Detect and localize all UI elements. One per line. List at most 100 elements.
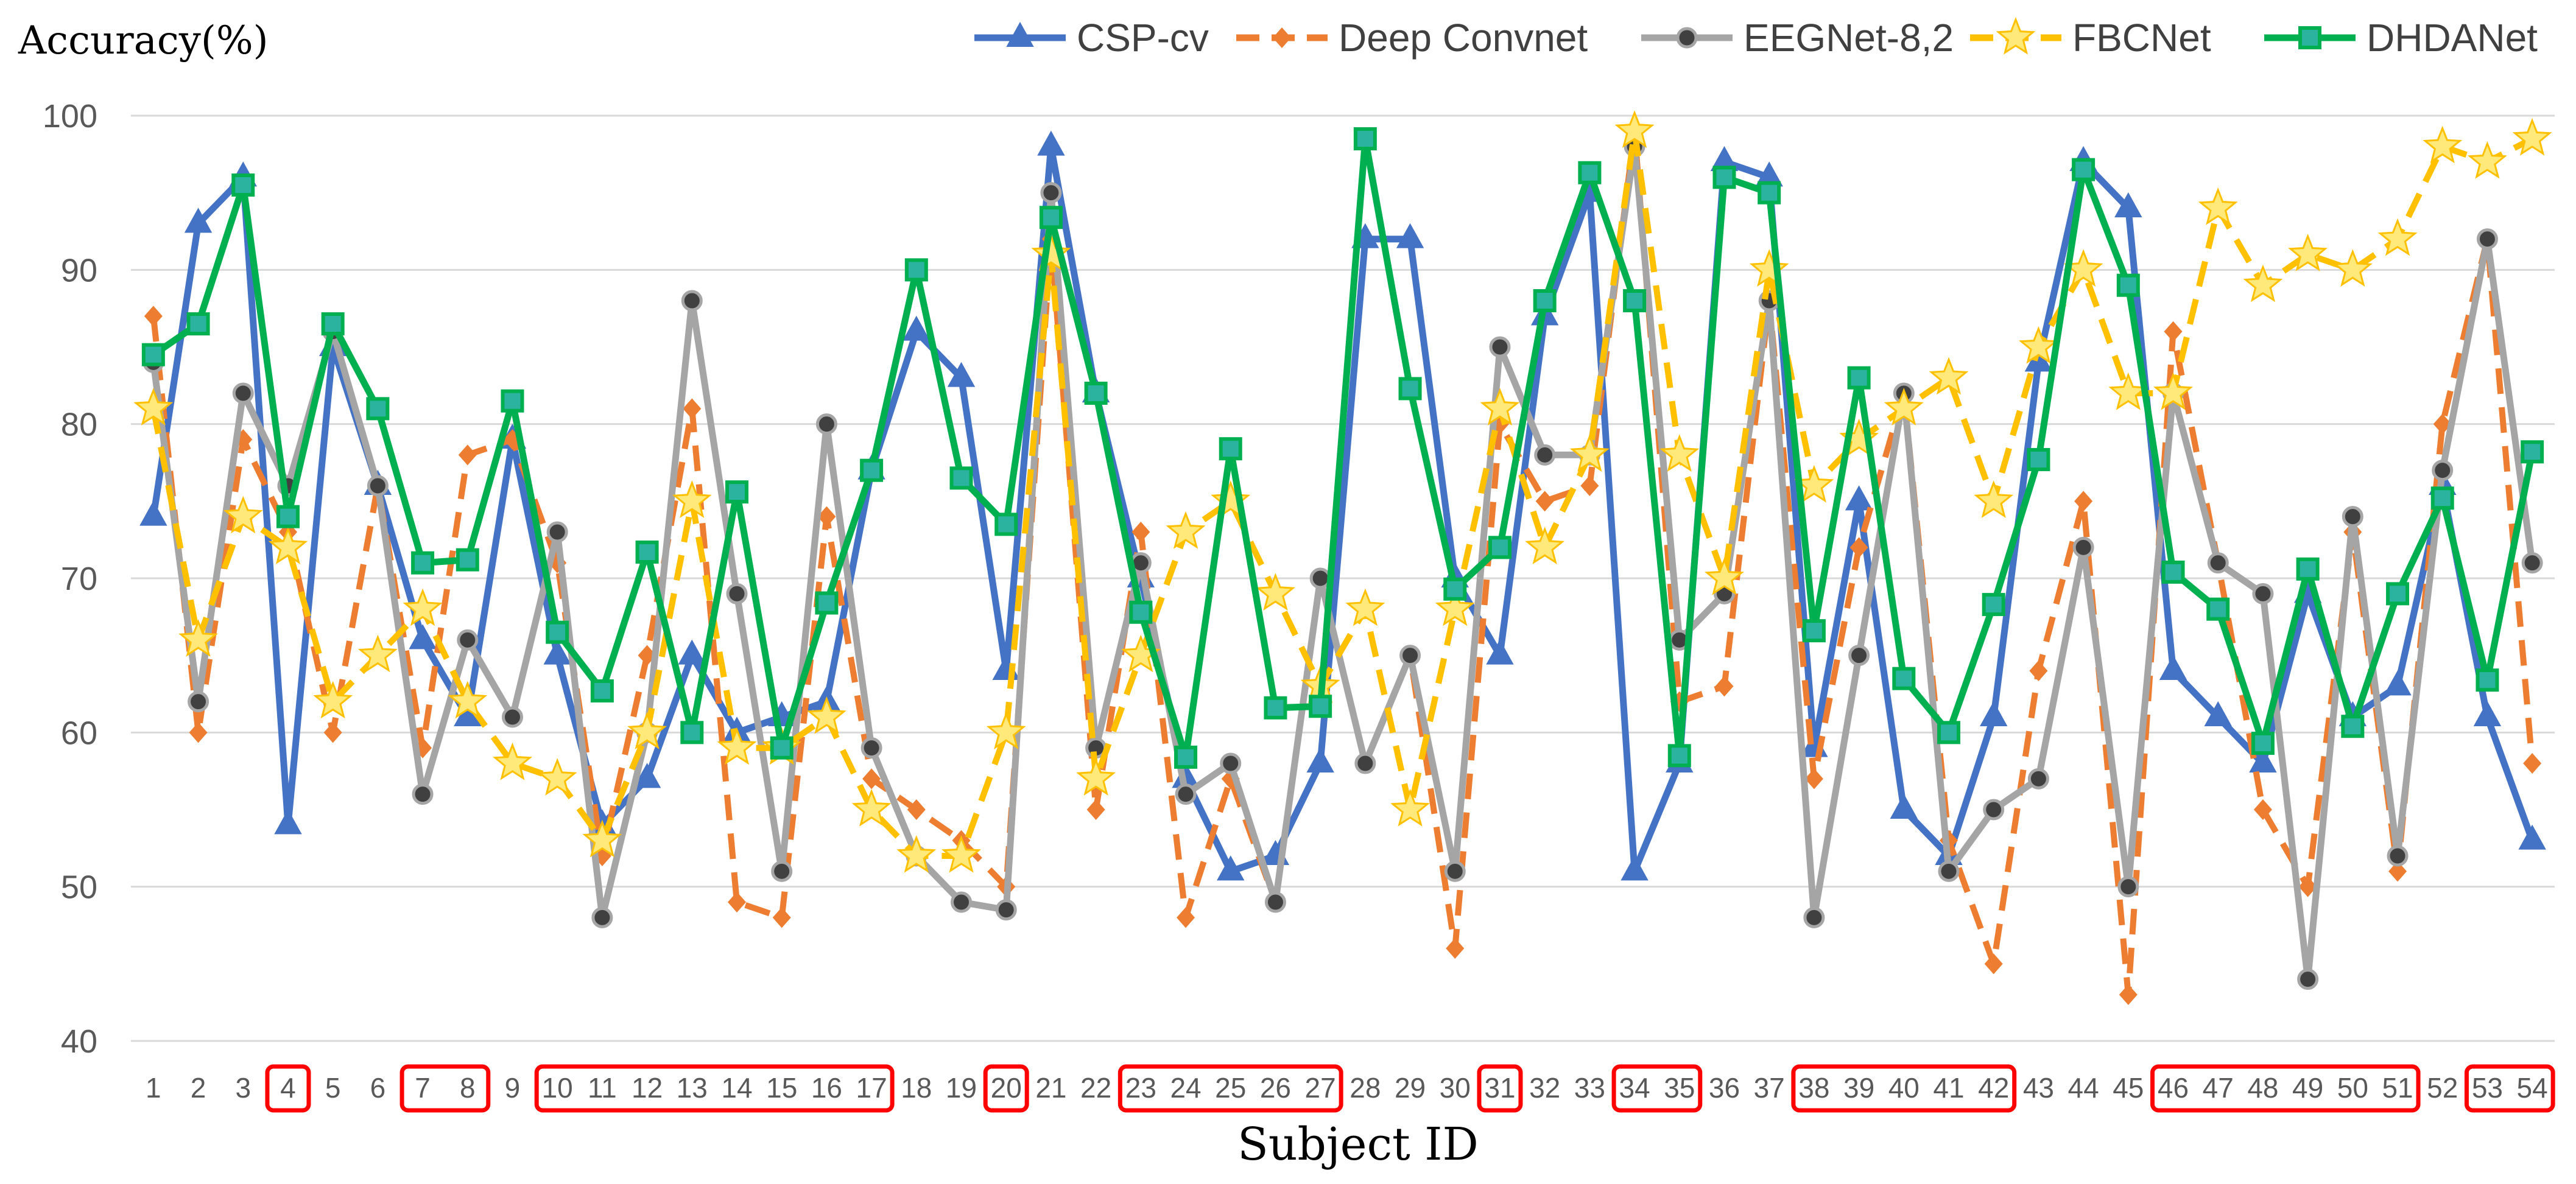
x-tick-label: 50 (2337, 1072, 2368, 1104)
data-point-dhdanet (2072, 158, 2096, 181)
data-point-dhdanet (1174, 745, 1198, 769)
y-tick-label: 90 (61, 252, 97, 289)
data-point-eegnet-8-2 (591, 906, 613, 928)
data-point-eegnet-8-2 (412, 783, 434, 805)
data-point-dhdanet (1892, 667, 1916, 690)
data-point-eegnet-8-2 (1354, 752, 1376, 774)
data-point-fbcnet (582, 819, 622, 858)
data-point-dhdanet (366, 397, 390, 421)
data-point-eegnet-8-2 (188, 691, 209, 713)
highlight-box (2150, 1064, 2421, 1113)
x-tick-label: 36 (1709, 1072, 1740, 1104)
data-point-dhdanet (2476, 668, 2499, 692)
data-point-fbcnet (1435, 588, 1475, 626)
x-tick-label: 28 (1350, 1072, 1381, 1104)
data-point-dhdanet (2296, 557, 2320, 581)
legend-item-dhdanet: DHDANet (2264, 16, 2538, 60)
data-point-eegnet-8-2 (951, 891, 973, 913)
data-point-dhdanet (725, 480, 748, 504)
data-point-csp-cv (1037, 130, 1065, 156)
series-line-eegnet-8-2 (150, 143, 2536, 983)
legend-item-deep-convnet: Deep Convnet (1236, 16, 1588, 60)
data-point-dhdanet (1667, 744, 1691, 768)
data-point-dhdanet (815, 591, 839, 615)
data-point-csp-cv (2249, 747, 2277, 772)
data-point-fbcnet (986, 712, 1026, 749)
data-point-eegnet-8-2 (1220, 752, 1242, 774)
legend-label-dhdanet: DHDANet (2367, 16, 2538, 60)
data-point-dhdanet (1623, 289, 1647, 312)
data-point-csp-cv (543, 639, 571, 665)
x-tick-label: 25 (1215, 1072, 1246, 1104)
x-tick-label: 29 (1395, 1072, 1426, 1104)
legend-label-eegnet-8-2: EEGNet-8,2 (1744, 16, 1954, 60)
data-point-csp-cv (633, 763, 661, 788)
data-point-dhdanet (546, 620, 569, 644)
data-point-fbcnet (2288, 233, 2328, 271)
data-point-dhdanet (2206, 597, 2230, 621)
x-tick-label: 34 (1619, 1072, 1650, 1104)
data-point-fbcnet (2423, 125, 2463, 164)
data-point-fbcnet (1974, 480, 2014, 518)
data-point-eegnet-8-2 (1399, 645, 1421, 667)
data-point-dhdanet (1084, 382, 1108, 405)
data-point-dhdanet (860, 458, 884, 482)
data-point-fbcnet (1345, 588, 1385, 626)
data-point-eegnet-8-2 (1489, 336, 1511, 358)
highlight-box (983, 1064, 1029, 1113)
data-point-dhdanet (1712, 166, 1736, 189)
x-tick-label: 6 (370, 1072, 386, 1104)
data-point-deep-convnet (1804, 768, 1823, 790)
data-point-dhdanet (411, 551, 435, 575)
data-point-fbcnet (537, 758, 577, 796)
data-point-fbcnet (1480, 388, 1520, 426)
data-point-csp-cv (1486, 639, 1514, 665)
legend-marker-eegnet-8-2 (1676, 27, 1698, 49)
highlight-box (1611, 1064, 1703, 1113)
data-point-eegnet-8-2 (1983, 799, 2005, 821)
data-point-dhdanet (456, 548, 479, 572)
x-tick-label: 42 (1978, 1072, 2009, 1104)
data-point-eegnet-8-2 (2476, 228, 2498, 250)
y-tick-label: 70 (61, 561, 97, 597)
data-point-fbcnet (2467, 141, 2507, 179)
data-point-csp-cv (678, 639, 706, 665)
data-point-dhdanet (321, 312, 345, 335)
data-point-deep-convnet (2388, 861, 2407, 882)
data-point-dhdanet (1802, 619, 1826, 643)
data-point-fbcnet (357, 634, 398, 673)
legend-marker-deep-convnet (1273, 27, 1291, 48)
data-point-fbcnet (1929, 357, 1969, 395)
data-point-fbcnet (1525, 527, 1565, 564)
x-tick-label: 19 (946, 1072, 977, 1104)
data-point-deep-convnet (2253, 799, 2272, 820)
highlight-boxes (265, 1064, 2555, 1113)
data-point-dhdanet (1533, 289, 1557, 312)
x-tick-label: 17 (856, 1072, 887, 1104)
series-csp-cv (139, 130, 2546, 881)
x-tick-label: 26 (1260, 1072, 1291, 1104)
data-point-deep-convnet (817, 506, 836, 527)
x-tick-label: 46 (2158, 1072, 2189, 1104)
data-point-fbcnet (1704, 557, 1744, 595)
x-axis-title: Subject ID (1237, 1118, 1479, 1171)
data-point-deep-convnet (772, 907, 791, 928)
data-point-fbcnet (178, 619, 218, 657)
data-point-fbcnet (2018, 326, 2058, 364)
data-point-dhdanet (2161, 560, 2185, 584)
x-tick-label: 12 (632, 1072, 663, 1104)
data-point-csp-cv (1890, 793, 1918, 819)
data-point-dhdanet (2386, 582, 2410, 606)
x-tick-label: 20 (991, 1072, 1022, 1104)
data-point-dhdanet (2341, 715, 2365, 738)
x-tick-label: 52 (2427, 1072, 2458, 1104)
data-point-deep-convnet (2119, 984, 2138, 1005)
data-point-fbcnet (2243, 264, 2283, 303)
x-tick-label: 45 (2113, 1072, 2144, 1104)
series-lines (133, 110, 2552, 1005)
x-tick-label: 24 (1170, 1072, 1201, 1104)
data-point-dhdanet (1219, 437, 1242, 461)
highlight-box (265, 1064, 311, 1113)
data-point-dhdanet (590, 679, 614, 702)
data-point-dhdanet (231, 173, 255, 197)
